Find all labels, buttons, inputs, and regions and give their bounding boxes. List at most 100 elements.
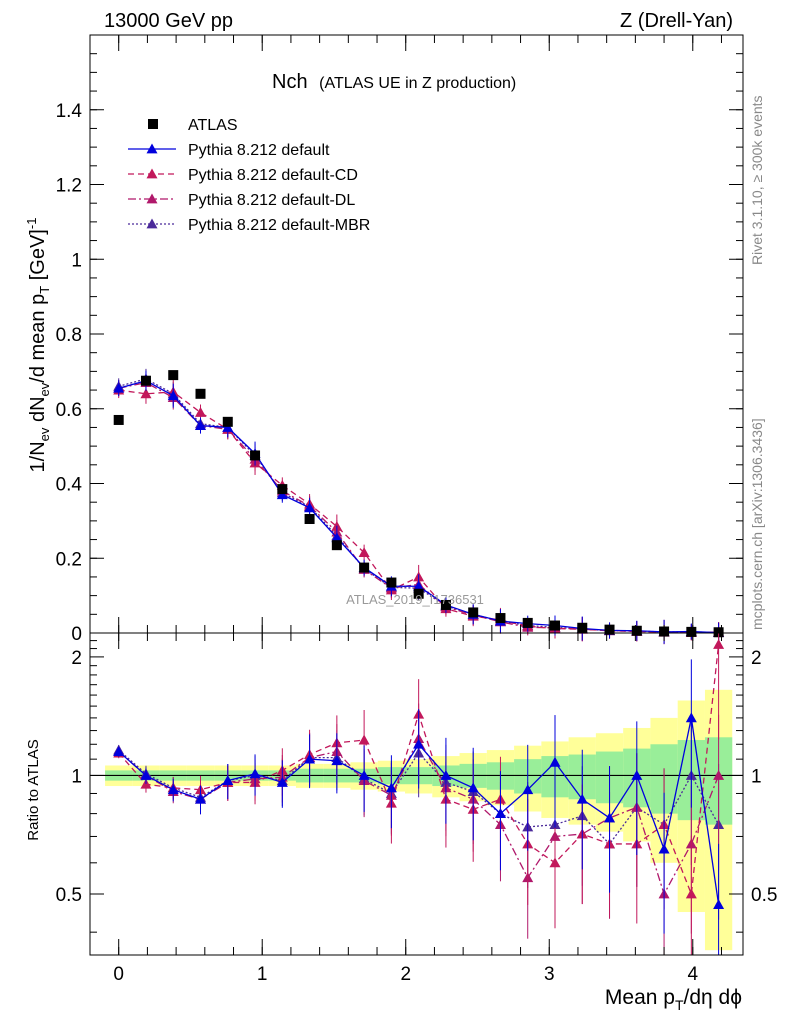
data-point — [631, 625, 642, 636]
ratio-point — [385, 782, 397, 793]
ratio-point — [304, 753, 316, 764]
data-point — [331, 540, 342, 551]
legend-label: ATLAS — [188, 117, 238, 134]
x-tick-label: 2 — [400, 964, 411, 985]
data-point — [250, 450, 261, 461]
legend-label: Pythia 8.212 default-DL — [188, 192, 355, 209]
legend-label: Pythia 8.212 default-MBR — [188, 217, 370, 234]
x-tick-label: 3 — [544, 964, 555, 985]
data-point — [549, 620, 560, 631]
x-tick-label: 1 — [257, 964, 268, 985]
energy-label: 13000 GeV pp — [104, 10, 233, 32]
data-point — [413, 588, 424, 599]
data-point — [468, 607, 479, 618]
ratio-point — [167, 784, 179, 795]
legend-label: Pythia 8.212 default-CD — [188, 167, 358, 184]
main-y-axis: 0 0.2 0.4 0.6 0.8 1 1.2 1.4 — [56, 53, 743, 645]
legend-marker — [146, 193, 158, 204]
ratio-point — [604, 812, 616, 823]
x-tick-label: 4 — [687, 964, 698, 985]
series-point — [331, 532, 343, 543]
legend-marker — [146, 143, 158, 154]
ratio-line-3 — [118, 737, 720, 896]
y-tick-label: 1.2 — [56, 176, 82, 197]
legend-label: Pythia 8.212 default — [188, 142, 330, 159]
main-y-label: 1/Nev dNev/d mean pT [GeV]-1 — [24, 218, 52, 473]
ratio-y-tick-label: 1 — [71, 766, 82, 787]
watermark: ATLAS_2019_I1736531 — [346, 592, 484, 607]
ratio-point — [413, 738, 425, 749]
ratio-y-tick-label-right: 0.5 — [751, 885, 777, 906]
data-point — [386, 577, 397, 588]
ratio-point — [713, 899, 725, 909]
chart-title-main: Nch — [272, 71, 308, 93]
y-tick-label: 0.8 — [56, 325, 82, 346]
data-point — [686, 626, 697, 637]
ratio-y-label: Ratio to ATLAS — [25, 739, 42, 840]
series-point — [358, 547, 370, 558]
chart-subtitle: (ATLAS UE in Z production) — [319, 75, 516, 92]
series-point — [276, 489, 288, 500]
chart-title: Nch (ATLAS UE in Z production) — [272, 71, 516, 93]
ratio-point — [358, 734, 370, 745]
ratio-point — [713, 639, 725, 649]
rivet-label: Rivet 3.1.10, ≥ 300k events — [749, 95, 765, 265]
ratio-y-axis: 0.5 0.5 1 1 2 2 — [56, 640, 777, 933]
ratio-point — [631, 769, 643, 780]
y-tick-label: 0.4 — [56, 475, 83, 496]
ratio-point — [494, 808, 506, 819]
ratio-point — [685, 712, 697, 723]
x-tick-label: 0 — [113, 964, 124, 985]
ratio-y-tick-label-right: 1 — [751, 766, 762, 787]
series-point — [140, 388, 152, 399]
series-point — [195, 420, 207, 430]
ratio-panel: 0.5 0.5 1 1 2 2 Ratio to ATLAS — [25, 632, 777, 956]
legend: ATLAS Pythia 8.212 default Pythia 8.212 de… — [128, 117, 370, 234]
data-point — [140, 375, 151, 386]
ratio-point — [467, 782, 479, 793]
data-point — [277, 484, 288, 495]
ratio-point — [249, 768, 261, 779]
data-point — [195, 388, 206, 399]
series-point — [113, 382, 125, 393]
series-point — [195, 406, 207, 417]
y-tick-label: 0.2 — [56, 549, 82, 570]
data-point — [522, 617, 533, 628]
legend-marker — [146, 218, 158, 229]
data-point — [604, 624, 615, 635]
data-point — [359, 562, 370, 573]
ratio-point — [195, 793, 207, 804]
data-point — [113, 414, 124, 425]
y-tick-label: 1.4 — [56, 101, 83, 122]
main-panel: ATLAS_2019_I1736531 Nch (ATLAS UE in Z p… — [24, 34, 744, 645]
y-tick-label: 0 — [71, 624, 82, 645]
mcplots-label: mcplots.cern.ch [arXiv:1306.3436] — [749, 418, 765, 630]
ratio-point — [222, 775, 234, 786]
ratio-y-tick-label-right: 2 — [751, 648, 762, 669]
ratio-point — [685, 888, 697, 899]
ratio-point — [113, 746, 125, 756]
ratio-point — [549, 857, 561, 868]
data-point — [440, 599, 451, 610]
data-point — [222, 416, 233, 427]
data-point — [304, 514, 315, 525]
series-point — [304, 502, 316, 513]
x-axis-label: Mean pT/dη dϕ — [605, 986, 742, 1013]
ratio-y-tick-label: 2 — [71, 648, 82, 669]
ratio-frame — [89, 632, 744, 956]
data-point — [577, 622, 588, 633]
ratio-point — [358, 769, 370, 780]
ratio-point — [331, 755, 343, 766]
ratio-y-tick-label: 0.5 — [56, 885, 82, 906]
ratio-point — [440, 769, 452, 780]
data-point — [713, 627, 724, 638]
ratio-point — [658, 843, 670, 854]
legend-marker — [146, 168, 158, 179]
data-point — [495, 613, 506, 624]
y-tick-label: 0.6 — [56, 400, 82, 421]
ratio-point — [576, 793, 588, 804]
ratio-point — [549, 756, 561, 767]
series-point — [413, 580, 425, 591]
y-tick-label: 1 — [71, 250, 82, 271]
